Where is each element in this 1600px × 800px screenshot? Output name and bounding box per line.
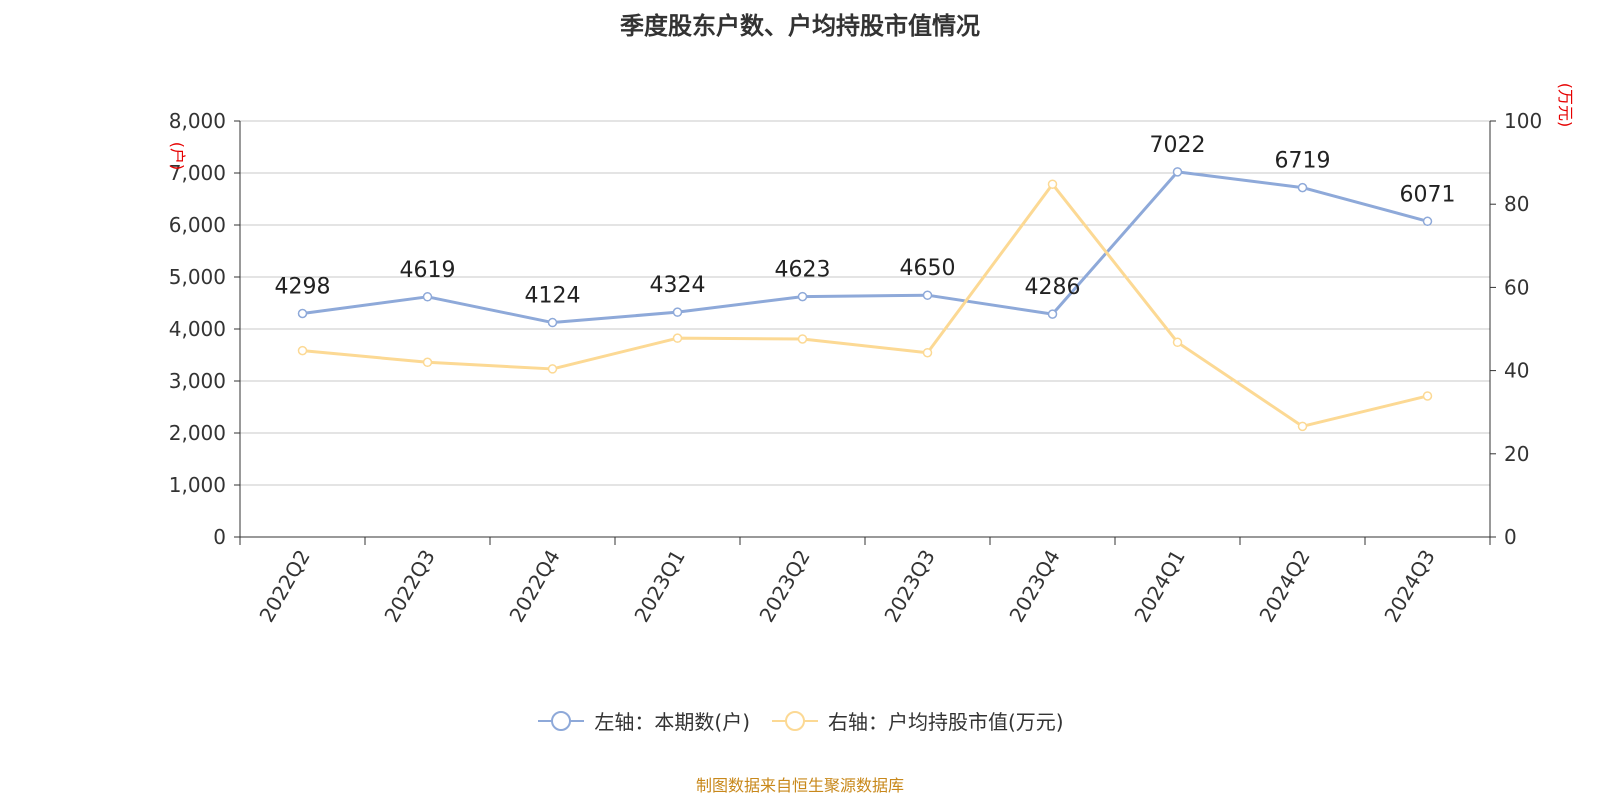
x-tick-label: 2023Q3 — [879, 546, 939, 627]
x-tick-label: 2024Q1 — [1129, 546, 1189, 627]
left-axis-unit: (户) — [168, 142, 187, 171]
data-point-left — [1172, 167, 1183, 177]
legend-label-right: 右轴：户均持股市值(万元) — [828, 710, 1064, 734]
data-point-left — [1047, 309, 1058, 319]
chart-title: 季度股东户数、户均持股市值情况 — [620, 12, 980, 40]
data-point-right — [797, 334, 808, 344]
x-tick-label: 2022Q3 — [379, 546, 439, 627]
x-tick-label: 2023Q4 — [1004, 546, 1064, 627]
right-tick-label: 40 — [1504, 359, 1529, 383]
data-point-left — [1422, 216, 1433, 227]
data-point-right — [297, 345, 308, 356]
left-tick-label: 4,000 — [169, 317, 226, 341]
data-point-left — [422, 292, 433, 302]
right-tick-label: 60 — [1504, 275, 1529, 299]
left-tick-label: 2,000 — [169, 421, 226, 445]
x-tick-label: 2023Q2 — [754, 546, 814, 627]
left-tick-label: 8,000 — [169, 109, 226, 133]
legend-item-right[interactable]: 右轴：户均持股市值(万元) — [770, 706, 1064, 735]
data-point-left — [797, 291, 808, 302]
data-point-right — [1047, 179, 1058, 189]
data-point-right — [1172, 337, 1183, 348]
data-point-left — [922, 290, 933, 300]
data-label: 4286 — [1025, 275, 1081, 300]
data-label: 6071 — [1400, 182, 1456, 207]
series-line-right — [302, 182, 1428, 428]
data-point-left — [297, 308, 308, 319]
data-point-right — [922, 347, 933, 358]
x-tick-label: 2022Q4 — [504, 546, 564, 627]
series-line-left — [302, 170, 1428, 325]
x-tick-label: 2023Q1 — [629, 546, 689, 627]
legend-item-left[interactable]: 左轴：本期数(户) — [536, 706, 750, 735]
data-label: 6719 — [1275, 149, 1331, 174]
right-tick-label: 80 — [1504, 192, 1529, 216]
right-tick-label: 0 — [1504, 525, 1517, 549]
x-tick-label: 2022Q2 — [254, 546, 314, 627]
data-point-right — [422, 357, 433, 368]
left-tick-label: 3,000 — [169, 369, 226, 393]
data-label: 4619 — [400, 258, 456, 283]
data-label: 4124 — [525, 284, 581, 309]
data-point-right — [1297, 421, 1308, 432]
x-tick-label: 2024Q2 — [1254, 546, 1314, 627]
legend: 左轴：本期数(户) 右轴：户均持股市值(万元) — [0, 706, 1600, 735]
legend-label-left: 左轴：本期数(户) — [594, 710, 750, 734]
data-point-left — [547, 317, 558, 328]
data-point-right — [672, 333, 683, 343]
right-axis-unit: (万元) — [1556, 83, 1575, 128]
right-tick-label: 100 — [1504, 109, 1542, 133]
source-note: 制图数据来自恒生聚源数据库 — [695, 776, 904, 795]
data-point-left — [1297, 182, 1308, 193]
chart: 0 1,000 2,000 3,000 4,000 5,000 6,000 7,000 8,00… — [168, 83, 1575, 627]
data-point-right — [547, 364, 558, 374]
x-tick-label: 2024Q3 — [1379, 546, 1439, 627]
left-tick-label: 1,000 — [169, 473, 226, 497]
right-tick-label: 20 — [1504, 442, 1529, 466]
left-tick-label: 0 — [213, 525, 226, 549]
data-label: 4324 — [650, 273, 706, 298]
data-point-right — [1422, 391, 1433, 401]
legend-swatch-right — [772, 710, 818, 731]
data-label: 7022 — [1150, 133, 1206, 158]
data-point-left — [672, 307, 683, 317]
data-label: 4650 — [900, 256, 956, 281]
legend-swatch-left — [538, 710, 585, 731]
data-label: 4623 — [775, 258, 831, 283]
left-tick-label: 6,000 — [169, 213, 226, 237]
left-tick-label: 5,000 — [169, 265, 226, 289]
data-label: 4298 — [275, 275, 331, 300]
left-tick-label: 7,000 — [169, 161, 226, 185]
